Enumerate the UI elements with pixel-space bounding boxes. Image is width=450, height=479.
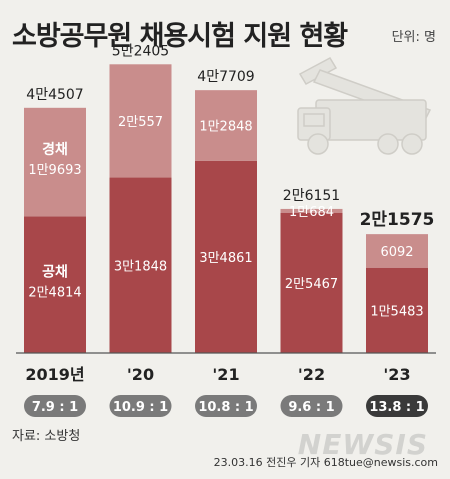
ratio-label: 10.8 : 1 <box>198 400 253 415</box>
total-label: 5만2405 <box>112 43 169 59</box>
unit-label: 단위: 명 <box>391 30 436 45</box>
legend-label-1: 경채 <box>42 141 68 158</box>
ratio-label: 13.8 : 1 <box>369 400 424 415</box>
segment-label: 2만5467 <box>285 277 338 292</box>
bar-public-4 <box>366 267 428 353</box>
ratio-label: 10.9 : 1 <box>113 400 168 415</box>
fire-truck-icon <box>297 57 432 155</box>
category-label: '23 <box>383 365 410 384</box>
total-label: 4만4507 <box>26 87 83 103</box>
chart-title-text: 소방공무원 채용시험 지원 현황 <box>12 21 348 52</box>
ratio-pill <box>366 395 428 417</box>
bar-public-0 <box>24 216 86 353</box>
bar-career-4 <box>366 234 428 268</box>
bar-career-1 <box>109 64 172 178</box>
category-label: 2019년 <box>25 365 84 384</box>
source-note: 자료: 소방청 <box>12 429 81 444</box>
ratio-pill <box>280 395 343 417</box>
segment-label: 1만2848 <box>199 120 252 135</box>
ratio-pill <box>109 395 172 417</box>
credit-line: 23.03.16 전진우 기자 618tue@newsis.com <box>213 456 438 469</box>
ratio-label: 7.9 : 1 <box>32 400 78 415</box>
segment-label: 1만9693 <box>28 163 81 178</box>
bar-career-0 <box>24 107 86 217</box>
total-label: 2만6151 <box>283 188 340 204</box>
ratio-pill <box>195 395 257 417</box>
segment-label: 3만1848 <box>114 259 167 274</box>
bar-public-1 <box>109 177 172 353</box>
segment-label: 1만684 <box>289 205 334 220</box>
segment-label: 2만4814 <box>28 286 81 301</box>
category-label: '22 <box>298 365 325 384</box>
bar-public-2 <box>195 160 257 353</box>
total-label: 2만1575 <box>360 210 435 230</box>
category-label: '20 <box>127 365 154 384</box>
bar-career-3 <box>280 208 343 213</box>
chart-title: 소방공무원 채용시험 지원 현황 <box>12 14 348 53</box>
segment-label: 2만557 <box>118 115 163 130</box>
segment-label: 3만4861 <box>199 251 252 266</box>
ratio-label: 9.6 : 1 <box>288 400 334 415</box>
segment-label: 6092 <box>380 245 413 260</box>
bar-career-2 <box>195 90 257 161</box>
total-label: 4만7709 <box>197 69 254 85</box>
segment-label: 1만5483 <box>370 304 423 319</box>
legend-label-0: 공채 <box>42 265 68 281</box>
watermark: NEWSIS <box>297 428 428 461</box>
ratio-pill <box>24 395 86 417</box>
bar-public-3 <box>280 212 343 353</box>
category-label: '21 <box>212 365 239 384</box>
